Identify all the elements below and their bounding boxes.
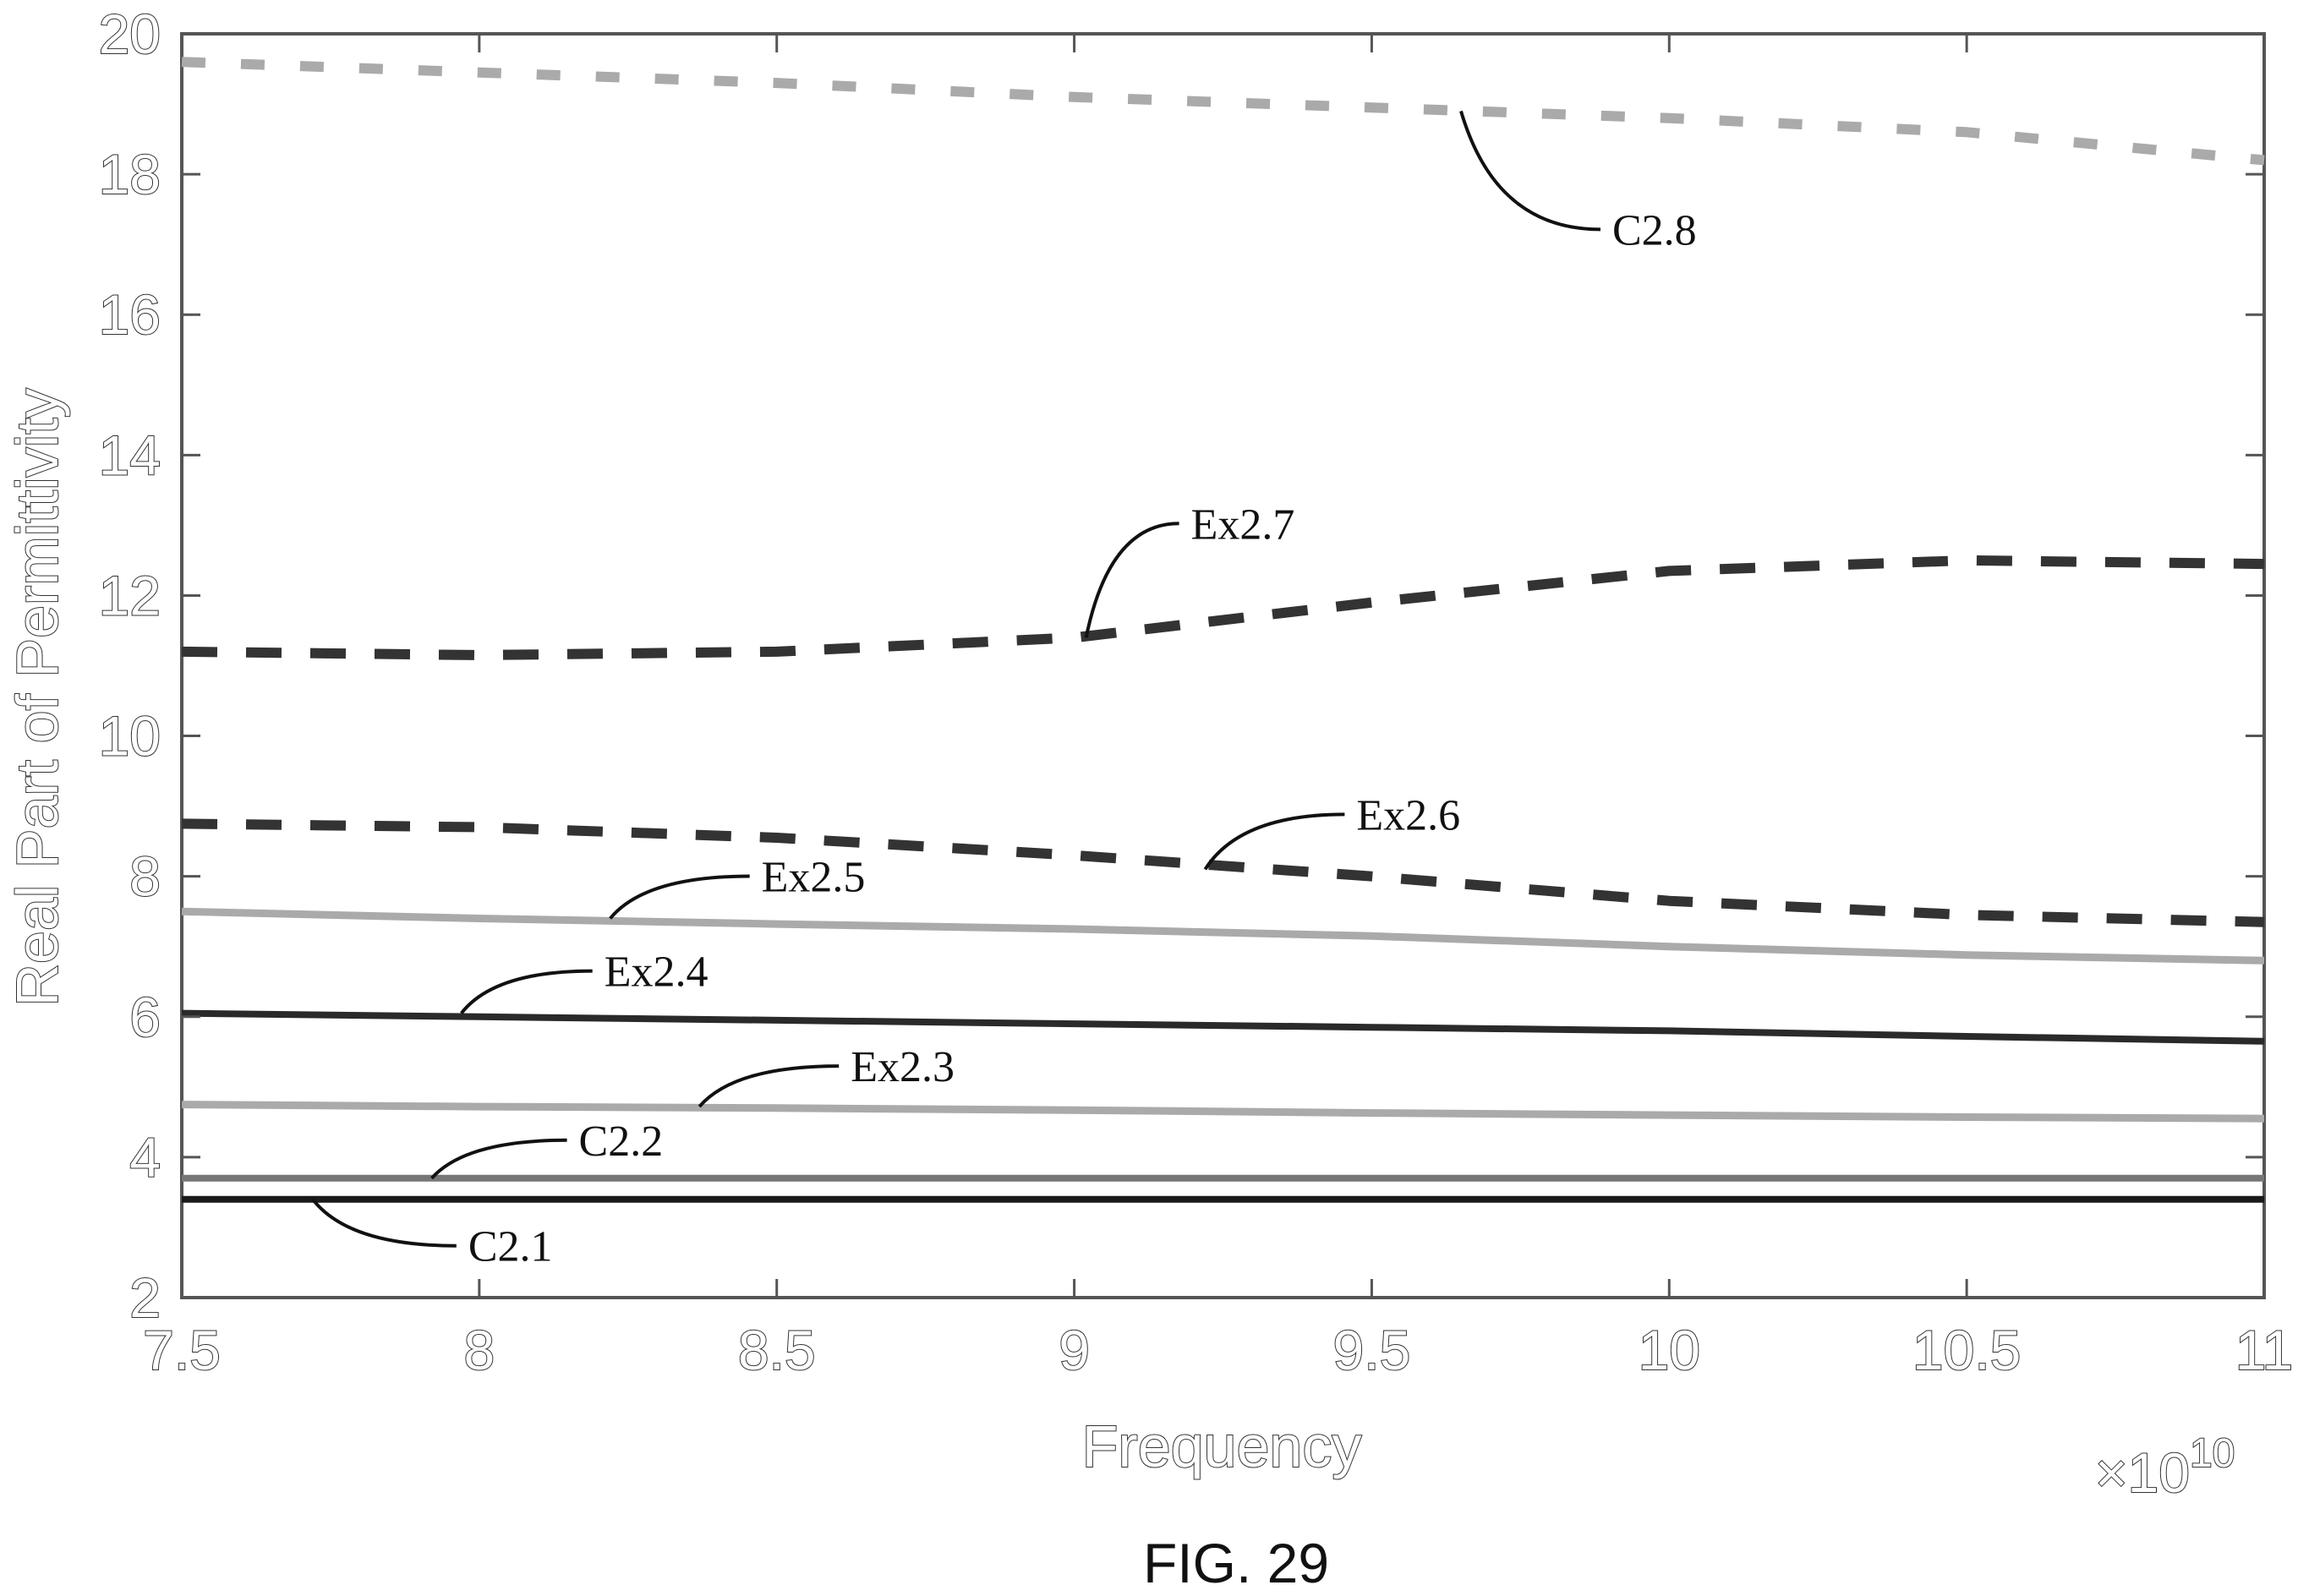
x-multiplier-exponent: 10 xyxy=(2190,1431,2235,1476)
annotation-label-ex2-5: Ex2.5 xyxy=(762,854,866,902)
series-line-ex2-5 xyxy=(181,907,2265,965)
annotation-leader-ex2-7 xyxy=(1084,522,1179,638)
x-tick-label: 11 xyxy=(2235,1319,2294,1381)
x-tick-label: 10 xyxy=(1639,1319,1700,1381)
x-tick-label: 9.5 xyxy=(1333,1319,1411,1381)
y-tick-label: 18 xyxy=(99,143,161,205)
x-tick-label: 10.5 xyxy=(1912,1319,2021,1381)
annotation-label-c2-2: C2.2 xyxy=(579,1118,664,1166)
y-tick-label: 4 xyxy=(129,1126,161,1189)
y-axis-title: Real Part of Permittivity xyxy=(4,388,70,1006)
annotation-label-c2-8: C2.8 xyxy=(1612,206,1697,254)
series-line-ex2-3 xyxy=(181,1101,2265,1123)
y-tick-label: 12 xyxy=(99,564,161,626)
y-tick-label: 14 xyxy=(99,424,161,486)
x-tick-label: 7.5 xyxy=(143,1319,221,1381)
x-axis-title: Frequency xyxy=(1082,1413,1362,1479)
plot-frame xyxy=(180,32,2266,1299)
annotation-leader-ex2-6 xyxy=(1203,812,1345,871)
y-tick-label: 10 xyxy=(99,705,161,768)
annotation-label-ex2-3: Ex2.3 xyxy=(851,1043,955,1091)
series-line-ex2-7 xyxy=(181,555,2265,660)
axis-ticks: 7.5 8 8.5 9 9.5 10 10.5 11 2 4 6 8 10 12 14 16 18 20 xyxy=(98,2,2295,1382)
plot-area xyxy=(180,32,2266,1299)
y-tick-label: 16 xyxy=(99,283,161,346)
x-tick-label: 9 xyxy=(1059,1319,1090,1381)
series-line-c2-8 xyxy=(181,57,2265,166)
annotation-leader-ex2-4 xyxy=(460,969,593,1014)
series-line-ex2-6 xyxy=(181,818,2265,927)
annotation-label-ex2-7: Ex2.7 xyxy=(1191,500,1295,549)
series-line-ex2-4 xyxy=(181,1009,2265,1045)
annotation-leader-c2-1 xyxy=(311,1198,457,1248)
annotation-label-ex2-6: Ex2.6 xyxy=(1356,791,1460,839)
series-annotations: C2.8 Ex2.7 Ex2.6 Ex2.5 Ex2.4 Ex2.3 C2.2 C2.1 xyxy=(311,110,1697,1271)
y-tick-label: 6 xyxy=(129,986,161,1048)
y-tick-label: 2 xyxy=(129,1266,161,1329)
annotation-leader-ex2-5 xyxy=(609,874,750,920)
x-tick-label: 8.5 xyxy=(738,1319,816,1381)
y-tick-label: 8 xyxy=(129,845,161,908)
y-tick-label: 20 xyxy=(99,3,161,65)
annotation-label-ex2-4: Ex2.4 xyxy=(605,948,709,997)
annotation-label-c2-1: C2.1 xyxy=(468,1223,553,1271)
figure-caption: FIG. 29 xyxy=(1143,1532,1329,1594)
annotation-leader-c2-8 xyxy=(1459,110,1601,232)
annotation-leader-c2-2 xyxy=(430,1138,567,1180)
x-multiplier: ×1010 xyxy=(2095,1431,2235,1504)
x-multiplier-base: ×10 xyxy=(2095,1441,2190,1504)
x-tick-label: 8 xyxy=(463,1319,495,1381)
annotation-leader-ex2-3 xyxy=(698,1064,840,1108)
